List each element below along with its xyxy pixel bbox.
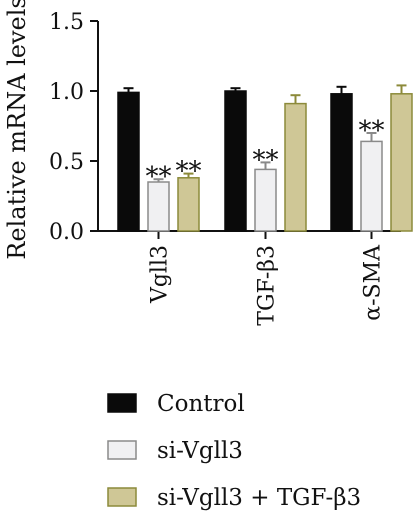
bar (254, 168, 277, 232)
legend-swatch (107, 440, 137, 460)
x-tick-label: Vgll3 (148, 245, 173, 304)
significance-marker: ** (253, 145, 279, 175)
significance-annotations: ** ** **** (146, 116, 385, 192)
bar (330, 93, 353, 232)
legend-swatch (107, 487, 137, 507)
y-axis-label: Relative mRNA levels (3, 0, 31, 260)
legend-swatch (107, 393, 137, 413)
legend-label: Control (157, 391, 245, 417)
legend-label: si-Vgll3 (157, 438, 243, 464)
bar (117, 91, 140, 232)
y-tick-label: 1.5 (49, 10, 84, 35)
y-tick-label: 1.0 (49, 80, 84, 105)
bar (360, 140, 383, 232)
x-tick-label: TGF-β3 (255, 245, 280, 326)
x-tick-label: α-SMA (361, 244, 386, 321)
bars (117, 84, 413, 232)
significance-marker: ** (176, 157, 202, 187)
y-tick-label: 0.5 (49, 150, 84, 175)
bar (390, 93, 413, 232)
legend-label: si-Vgll3 + TGF-β3 (157, 485, 361, 511)
bar (224, 90, 247, 232)
legend: Control si-Vgll3 si-Vgll3 + TGF-β3 (107, 391, 361, 511)
bar (284, 102, 307, 232)
x-axis: Vgll3 TGF-β3 α-SMA (97, 230, 401, 326)
significance-marker: ** (146, 162, 172, 192)
significance-marker: ** (359, 116, 385, 146)
y-tick-label: 0.0 (49, 220, 84, 245)
y-axis: 0.0 0.5 1.0 1.5 (49, 10, 99, 245)
